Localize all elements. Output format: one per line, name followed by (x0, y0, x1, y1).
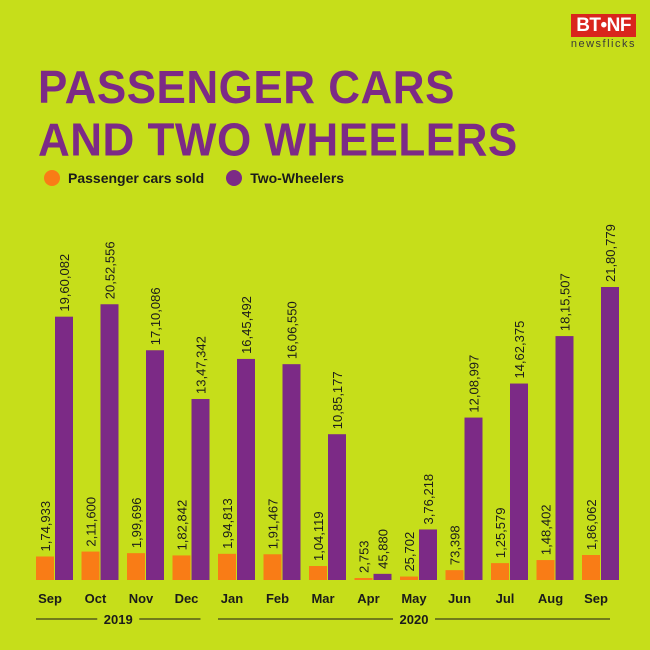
passenger-cars-bar (400, 576, 418, 580)
title-line-1: PASSENGER CARS (38, 62, 455, 114)
title-line-2: AND TWO WHEELERS (38, 114, 518, 166)
two-wheelers-value-label: 3,76,218 (421, 474, 436, 525)
month-tick-label: May (401, 591, 427, 606)
chart-legend: Passenger cars sold Two-Wheelers (44, 170, 366, 186)
passenger-cars-bar (172, 555, 191, 580)
two-wheelers-bar (146, 350, 164, 580)
two-wheelers-value-label: 21,80,779 (603, 224, 618, 282)
two-wheelers-bar (373, 573, 392, 580)
passenger-cars-value-label: 2,11,600 (84, 497, 99, 547)
two-wheelers-bar (282, 364, 301, 580)
btnf-logo: BT•NF newsflicks (556, 14, 636, 50)
passenger-cars-value-label: 25,702 (402, 532, 417, 572)
month-tick-label: Aug (538, 591, 563, 606)
year-label: 2020 (400, 612, 429, 627)
month-tick-label: Oct (85, 591, 107, 606)
passenger-cars-bar (36, 556, 54, 580)
month-tick-label: Mar (311, 591, 334, 606)
two-wheelers-value-label: 18,15,507 (558, 273, 573, 331)
passenger-cars-bar (445, 570, 464, 580)
legend-swatch-passenger-cars (44, 170, 60, 186)
two-wheelers-bar (510, 383, 528, 580)
passenger-cars-value-label: 1,74,933 (38, 501, 53, 552)
logo-text: BT•NF (571, 14, 636, 37)
legend-label-passenger-cars: Passenger cars sold (68, 170, 205, 186)
month-tick-label: Apr (357, 591, 379, 606)
passenger-cars-value-label: 1,25,579 (493, 508, 508, 559)
two-wheelers-bar (601, 287, 619, 580)
two-wheelers-value-label: 16,45,492 (239, 296, 254, 354)
passenger-cars-value-label: 1,82,842 (175, 500, 190, 551)
passenger-cars-bar (127, 553, 145, 580)
two-wheelers-bar (555, 336, 574, 580)
passenger-cars-bar (536, 560, 555, 580)
two-wheelers-value-label: 17,10,086 (148, 287, 163, 345)
two-wheelers-bar (237, 358, 255, 580)
year-label: 2019 (104, 612, 133, 627)
passenger-cars-value-label: 2,753 (357, 540, 372, 573)
legend-item-passenger-cars: Passenger cars sold (44, 170, 204, 186)
passenger-cars-value-label: 1,48,402 (539, 504, 554, 555)
passenger-cars-value-label: 73,398 (448, 525, 463, 565)
month-tick-label: Jan (221, 591, 243, 606)
month-tick-label: Dec (175, 591, 199, 606)
month-tick-label: Jul (496, 591, 515, 606)
two-wheelers-bar (328, 434, 346, 580)
passenger-cars-value-label: 1,91,467 (266, 499, 281, 550)
two-wheelers-bar (55, 316, 73, 580)
two-wheelers-bar (100, 304, 119, 580)
two-wheelers-bar (464, 417, 483, 580)
two-wheelers-value-label: 20,52,556 (103, 241, 118, 299)
month-tick-label: Nov (129, 591, 154, 606)
chart-title: PASSENGER CARS AND TWO WHEELERS (38, 62, 518, 167)
passenger-cars-value-label: 1,99,696 (129, 498, 144, 549)
passenger-cars-bar (354, 578, 373, 580)
two-wheelers-value-label: 14,62,375 (512, 321, 527, 379)
month-tick-label: Sep (38, 591, 62, 606)
passenger-cars-bar (81, 551, 100, 580)
passenger-cars-bar (309, 566, 327, 580)
passenger-cars-bar (491, 563, 509, 580)
two-wheelers-bar (191, 398, 210, 580)
two-wheelers-value-label: 16,06,550 (285, 301, 300, 359)
passenger-cars-value-label: 1,94,813 (220, 498, 235, 549)
passenger-cars-bar (218, 553, 236, 580)
legend-label-two-wheelers: Two-Wheelers (250, 170, 345, 186)
logo-tagline: newsflicks (570, 38, 636, 50)
two-wheelers-value-label: 45,880 (376, 529, 391, 569)
passenger-cars-bar (263, 554, 282, 580)
two-wheelers-value-label: 12,08,997 (467, 355, 482, 413)
legend-swatch-two-wheelers (226, 170, 243, 186)
legend-item-two-wheelers: Two-Wheelers (226, 170, 344, 186)
passenger-cars-value-label: 1,86,062 (584, 499, 599, 550)
month-tick-label: Jun (448, 591, 471, 606)
month-tick-label: Sep (584, 591, 608, 606)
passenger-cars-bar (582, 555, 600, 580)
two-wheelers-bar (419, 529, 437, 580)
passenger-cars-value-label: 1,04,119 (311, 511, 326, 561)
two-wheelers-value-label: 13,47,342 (194, 336, 209, 394)
two-wheelers-value-label: 19,60,082 (57, 254, 72, 312)
two-wheelers-value-label: 10,85,177 (330, 371, 345, 429)
month-tick-label: Feb (266, 591, 289, 606)
